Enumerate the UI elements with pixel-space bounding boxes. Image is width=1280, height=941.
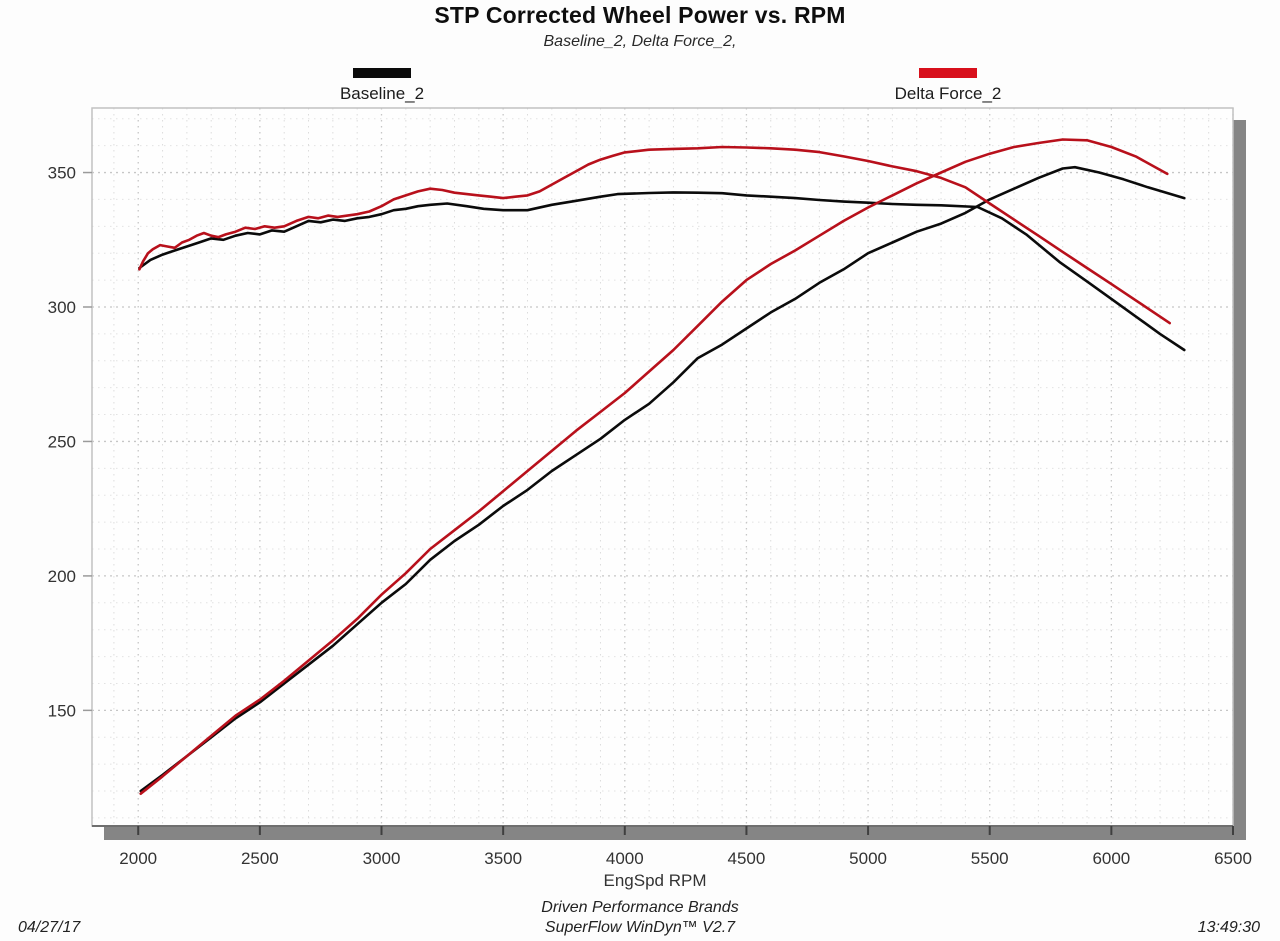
x-tick-label: 3000 (363, 849, 401, 868)
series-0-power-line (139, 165, 1186, 793)
y-tick-label: 200 (48, 567, 76, 586)
legend-swatch-baseline (353, 68, 411, 78)
x-tick-label: 4000 (606, 849, 644, 868)
footer-brand-line: Driven Performance Brands (541, 899, 739, 916)
axis-ticks (83, 171, 1234, 835)
series-1-torque-line (138, 145, 1171, 325)
y-tick-label: 150 (48, 701, 76, 720)
y-tick-label: 250 (48, 432, 76, 451)
footer-time: 13:49:30 (1197, 919, 1260, 936)
x-tick-label: 5000 (849, 849, 887, 868)
x-tick-label: 4500 (728, 849, 766, 868)
x-tick-label: 6500 (1214, 849, 1252, 868)
tick-labels: 2000 2500 3000 3500 4000 4500 5000 5500 6000 6500… (48, 164, 1252, 868)
chart-subtitle: Baseline_2, Delta Force_2, (543, 33, 737, 50)
y-tick-label: 350 (48, 164, 76, 183)
x-tick-label: 2500 (241, 849, 279, 868)
series-0-torque-line (138, 191, 1186, 352)
x-tick-label: 3500 (484, 849, 522, 868)
x-axis-title: EngSpd RPM (603, 871, 707, 890)
x-tick-label: 6000 (1092, 849, 1130, 868)
series-1-power-line (139, 138, 1169, 796)
x-tick-label: 5500 (971, 849, 1009, 868)
gridlines (92, 108, 1234, 826)
y-tick-label: 300 (48, 298, 76, 317)
footer-date: 04/27/17 (18, 919, 81, 936)
chart-title: STP Corrected Wheel Power vs. RPM (434, 2, 846, 28)
legend-item-baseline: Baseline_2 (272, 68, 492, 104)
legend-item-delta-force: Delta Force_2 (838, 68, 1058, 104)
plot-drop-shadow (104, 120, 1246, 840)
legend-label-baseline: Baseline_2 (339, 84, 425, 103)
legend-label-delta-force: Delta Force_2 (894, 84, 1002, 103)
legend-swatch-delta-force (919, 68, 977, 78)
footer-software-line: SuperFlow WinDyn™ V2.7 (544, 919, 736, 936)
plot-background (92, 108, 1233, 826)
x-tick-label: 2000 (119, 849, 157, 868)
